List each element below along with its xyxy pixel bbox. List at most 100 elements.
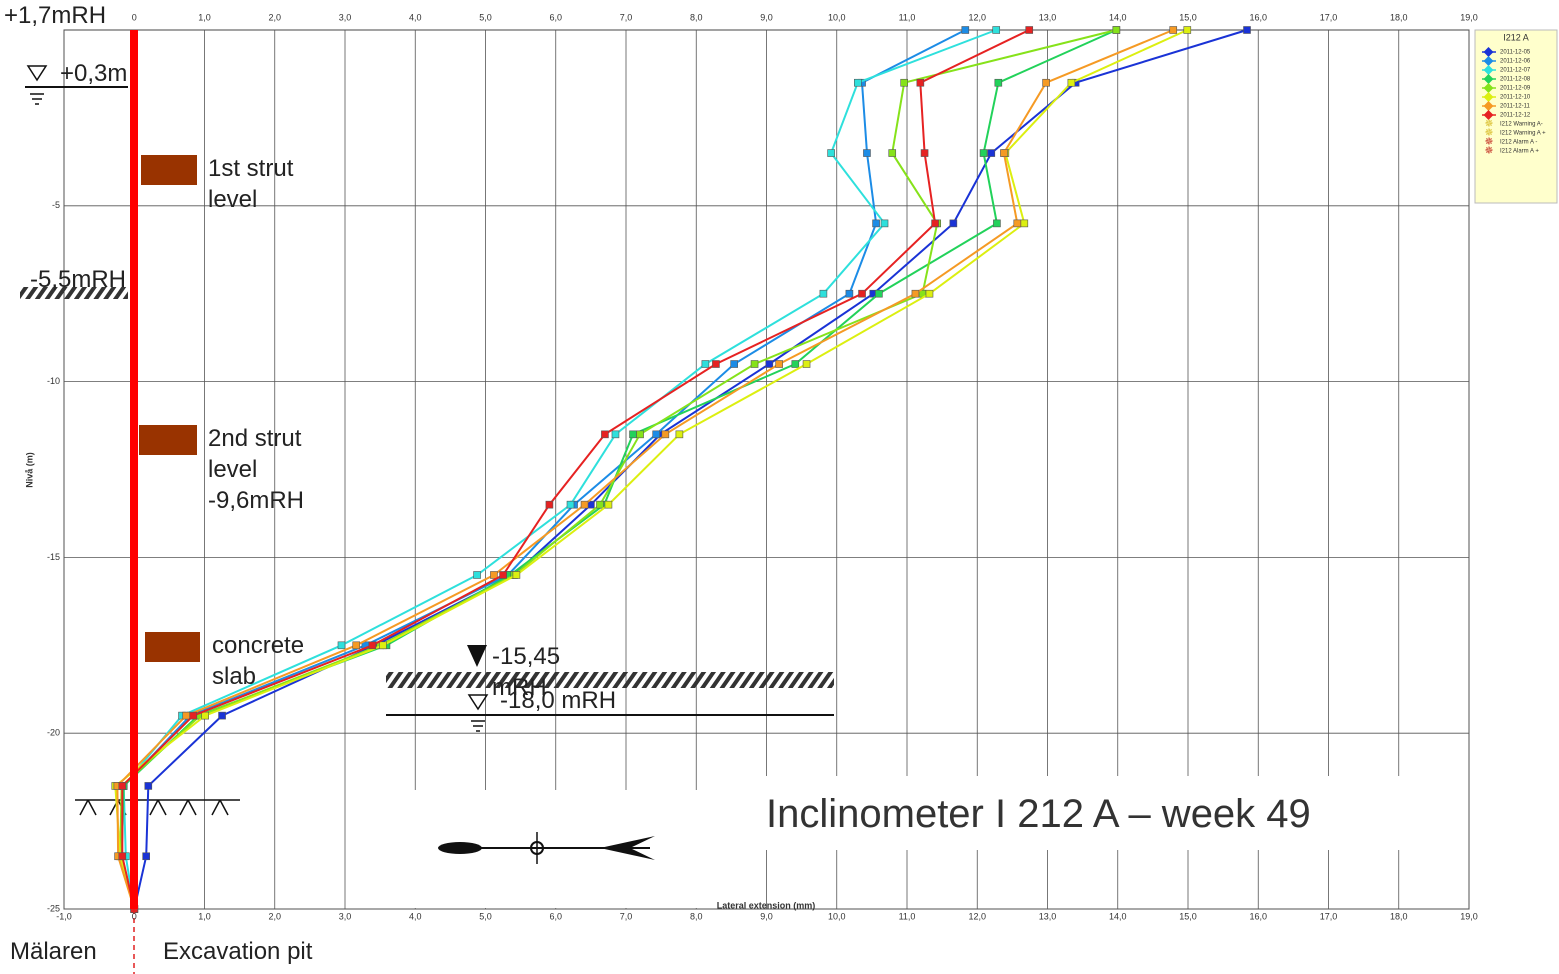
legend-marker (1483, 47, 1494, 57)
x-tick-label: 1,0 (198, 911, 211, 921)
point (949, 219, 958, 228)
x-tick-label: 1,0 (198, 12, 211, 22)
point (872, 219, 880, 228)
point (566, 500, 575, 509)
point (1025, 26, 1034, 34)
point (545, 500, 554, 509)
x-tick-label: 3,0 (339, 12, 352, 22)
annotation: Excavation pit (163, 938, 313, 965)
grid (63, 30, 1470, 910)
point (920, 149, 929, 157)
point (629, 430, 637, 439)
point (675, 430, 684, 439)
x-tick-label: 6,0 (549, 911, 562, 921)
annotation: +0,3m (60, 60, 128, 87)
legend-marker: ✵ (1484, 136, 1493, 148)
bottom-hatch (386, 672, 834, 688)
point (775, 360, 783, 368)
point (611, 430, 620, 439)
x-tick-label: -1,0 (56, 911, 72, 921)
legend-label: 2011-12-11 (1500, 104, 1530, 110)
point (888, 149, 897, 157)
inset-arrow (438, 842, 482, 854)
legend-marker (1483, 74, 1494, 84)
point (652, 430, 661, 439)
legend-label: I212 Alarm A - (1500, 140, 1537, 146)
point (596, 500, 604, 509)
point (730, 360, 738, 368)
legend-marker (1483, 110, 1494, 120)
point (854, 78, 862, 87)
x-tick-label: 10,0 (828, 12, 846, 22)
point (916, 78, 925, 87)
legend-label: 2011-12-10 (1500, 95, 1531, 101)
point (182, 711, 191, 720)
x-tick-label: 11,0 (899, 12, 916, 22)
water-symbol (30, 93, 44, 105)
point (1020, 219, 1029, 228)
x-tick-label: 16,0 (1249, 911, 1267, 921)
point (987, 149, 996, 157)
point (1112, 26, 1121, 34)
y-tick-label: -20 (47, 728, 60, 738)
x-tick-label: 8,0 (690, 911, 703, 921)
x-tick-label: 7,0 (620, 911, 633, 921)
slab-block (145, 632, 200, 662)
legend-label: 2011-12-07 (1500, 68, 1531, 74)
y-tick-label: -15 (47, 552, 60, 562)
x-tick-label: 3,0 (339, 911, 352, 921)
point (845, 289, 854, 298)
point (1013, 219, 1022, 228)
excavation-symbol (467, 645, 487, 667)
x-tick-label: 5,0 (479, 12, 492, 22)
point (875, 289, 883, 298)
legend-marker (1483, 65, 1494, 75)
legend-label: I212 Alarm A + (1500, 149, 1539, 155)
annotation: 1st strut level (208, 155, 294, 213)
point (880, 219, 889, 228)
x-tick-label: 17,0 (1320, 12, 1338, 22)
x-tick-label: 19,0 (1460, 12, 1478, 22)
water-symbol (467, 694, 489, 711)
point (352, 641, 361, 650)
point (994, 78, 1003, 87)
ground-hatch (20, 287, 128, 299)
x-tick-label: 11,0 (899, 911, 916, 921)
x-tick-label: 12,0 (968, 12, 986, 22)
point (368, 641, 377, 650)
point (144, 782, 153, 790)
point (992, 26, 1001, 34)
legend-marker: ✵ (1484, 127, 1493, 139)
x-tick-label: 0 (132, 12, 137, 22)
point (118, 852, 127, 861)
x-tick-label: 7,0 (620, 12, 633, 22)
point (979, 149, 988, 157)
legend-label: 2011-12-08 (1500, 77, 1531, 83)
x-tick-label: 2,0 (268, 911, 281, 921)
title-box (747, 776, 1418, 850)
point (218, 711, 226, 720)
legend-marker (1483, 56, 1494, 66)
x-tick-label: 0 (132, 911, 137, 921)
x-tick-label: 18,0 (1390, 911, 1408, 921)
legend-label: 2011-12-12 (1500, 113, 1531, 119)
point (750, 360, 759, 368)
y-tick-label: -10 (47, 376, 60, 386)
y-tick-label: -25 (47, 903, 60, 913)
point (337, 641, 346, 650)
annotation: -18,0 mRH (500, 687, 617, 714)
point (993, 219, 1001, 228)
water-symbol (26, 65, 48, 82)
x-tick-label: 2,0 (268, 12, 281, 22)
point (712, 360, 720, 368)
series-line (116, 29, 1174, 910)
strut-block (141, 155, 197, 185)
point (1243, 26, 1251, 34)
annotation: 2nd strut level -9,6mRH (208, 425, 305, 514)
point (661, 430, 670, 439)
x-tick-label: 13,0 (1039, 911, 1057, 921)
point (900, 78, 908, 87)
legend-title: I212 A (1503, 32, 1529, 42)
point (490, 571, 498, 579)
